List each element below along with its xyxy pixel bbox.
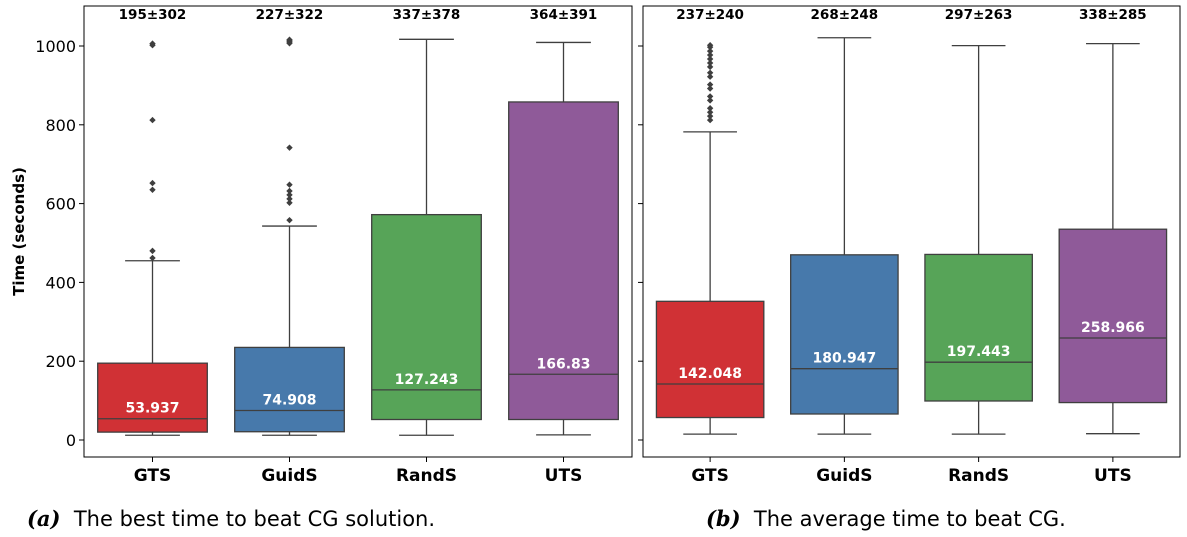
box-rands: 127.243 337±378 RandS xyxy=(371,7,482,486)
outlier-point xyxy=(706,85,714,92)
outlier-point xyxy=(706,112,714,120)
outlier-point xyxy=(706,51,714,59)
mean-std-label: 337±378 xyxy=(393,7,461,23)
x-tick-label: GuidS xyxy=(261,466,317,486)
panel-b: 142.048 237±240 GTS 180.947 268±248 GuidS 197.… xyxy=(638,5,1181,486)
box-iqr xyxy=(924,253,1033,402)
box-iqr xyxy=(371,213,482,421)
box-iqr xyxy=(508,101,619,421)
outlier-point xyxy=(706,42,714,49)
outlier-point xyxy=(149,179,156,187)
plot-frame xyxy=(642,5,1181,458)
outlier-point xyxy=(149,40,156,47)
outlier-point xyxy=(286,144,293,151)
box-rands: 197.443 297±263 RandS xyxy=(924,7,1033,486)
outlier-point xyxy=(706,97,714,104)
x-tick-label: UTS xyxy=(1094,466,1132,486)
outlier-point xyxy=(706,108,714,116)
outlier-point xyxy=(149,186,156,194)
outlier-point xyxy=(286,181,293,188)
outlier-point xyxy=(706,59,714,67)
caption-a-text: The best time to beat CG solution. xyxy=(73,507,436,531)
panel-a: 0 200 400 600 800 1000 53.937 195±302 GTS 74.908 2… xyxy=(35,5,633,486)
outlier-point xyxy=(706,93,714,100)
y-axis-label: Time (seconds) xyxy=(10,167,28,296)
outlier-point xyxy=(706,55,714,63)
outlier-point xyxy=(286,199,293,207)
x-tick-label: RandS xyxy=(396,466,457,486)
outlier-point xyxy=(286,191,293,199)
median-label: 53.937 xyxy=(125,401,179,417)
x-tick-label: UTS xyxy=(545,466,583,486)
mean-std-label: 338±285 xyxy=(1079,7,1147,23)
mean-std-label: 195±302 xyxy=(119,7,187,23)
outlier-point xyxy=(286,36,293,43)
outlier-point xyxy=(149,116,156,124)
box-iqr xyxy=(655,300,765,419)
box-uts: 258.966 338±285 UTS xyxy=(1058,7,1168,486)
box-iqr xyxy=(790,254,899,415)
median-label: 74.908 xyxy=(262,392,316,408)
outlier-point xyxy=(286,216,293,224)
x-tick-label: GTS xyxy=(134,466,172,486)
outlier-point xyxy=(286,187,293,195)
mean-std-label: 297±263 xyxy=(945,7,1013,23)
mean-std-label: 364±391 xyxy=(530,7,598,23)
caption-a: (a) The best time to beat CG solution. xyxy=(27,506,435,531)
y-tick-label: 200 xyxy=(45,352,76,371)
outlier-point xyxy=(706,73,714,80)
box-gts: 142.048 237±240 GTS xyxy=(655,7,765,486)
plot-frame xyxy=(83,5,633,458)
median-label: 180.947 xyxy=(812,351,876,367)
outlier-point xyxy=(706,69,714,76)
y-tick-label: 800 xyxy=(45,116,76,135)
mean-std-label: 268±248 xyxy=(811,7,879,23)
caption-b: (b) The average time to beat CG. xyxy=(706,506,1066,531)
x-tick-label: RandS xyxy=(948,466,1009,486)
outlier-point xyxy=(706,116,714,124)
box-guids: 180.947 268±248 GuidS xyxy=(790,7,899,486)
median-label: 197.443 xyxy=(947,344,1011,360)
mean-std-label: 227±322 xyxy=(256,7,324,23)
y-tick-label: 1000 xyxy=(35,37,76,56)
median-label: 166.83 xyxy=(536,356,590,372)
box-uts: 166.83 364±391 UTS xyxy=(508,7,619,486)
outlier-point xyxy=(706,81,714,88)
outlier-point xyxy=(149,254,156,262)
y-tick-label: 400 xyxy=(45,273,76,292)
outlier-point xyxy=(149,247,156,255)
median-label: 258.966 xyxy=(1081,320,1145,336)
box-iqr xyxy=(97,362,208,433)
caption-a-tag: (a) xyxy=(27,506,61,531)
x-tick-label: GuidS xyxy=(816,466,872,486)
median-label: 142.048 xyxy=(678,366,742,382)
outlier-point xyxy=(286,195,293,203)
x-tick-label: GTS xyxy=(691,466,729,486)
y-tick-label: 600 xyxy=(45,195,76,214)
median-label: 127.243 xyxy=(395,372,459,388)
box-guids: 74.908 227±322 GuidS xyxy=(234,7,345,486)
outlier-point xyxy=(706,63,714,71)
figure: Time (seconds) 0 200 400 600 800 1000 53.937 195… xyxy=(10,5,1181,486)
y-tick-label: 0 xyxy=(66,431,76,450)
box-iqr xyxy=(1058,228,1168,404)
box-iqr xyxy=(234,346,345,433)
caption-b-text: The average time to beat CG. xyxy=(753,507,1066,531)
box-gts: 53.937 195±302 GTS xyxy=(97,7,208,486)
outlier-point xyxy=(706,47,714,55)
outlier-point xyxy=(706,105,714,112)
mean-std-label: 237±240 xyxy=(676,7,744,23)
caption-b-tag: (b) xyxy=(706,506,741,531)
